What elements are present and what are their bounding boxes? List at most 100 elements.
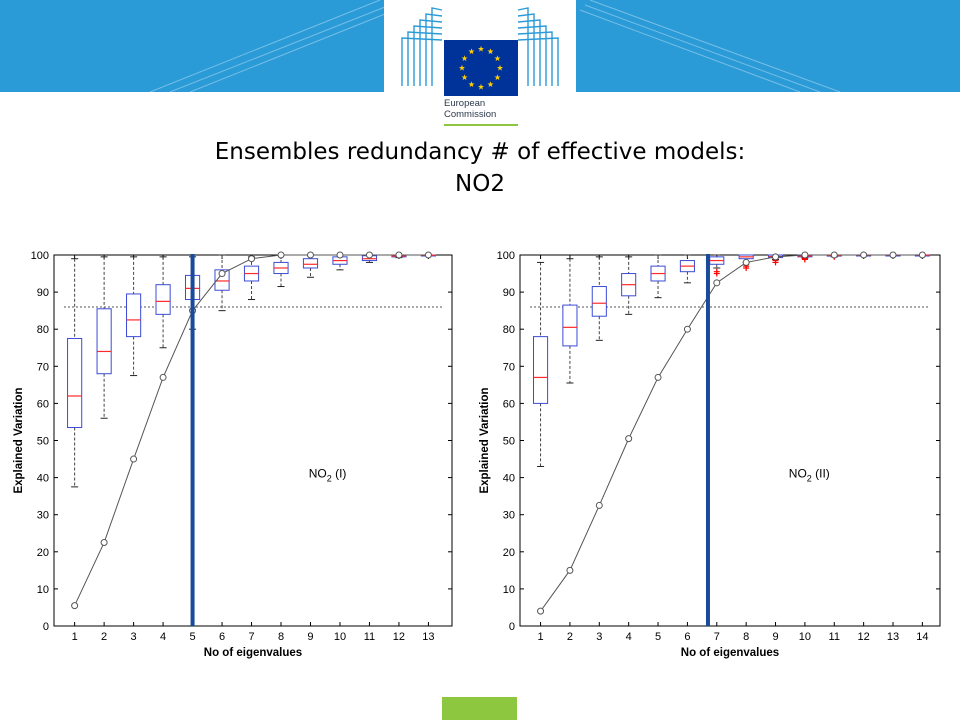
x-tick-label: 3 <box>131 631 137 643</box>
curve-point <box>918 251 926 259</box>
annotation-rest: (I) <box>332 467 347 481</box>
box-iqr <box>562 304 578 347</box>
x-tick-label: 1 <box>537 631 543 643</box>
x-tick-label: 9 <box>307 631 313 643</box>
x-tick-label: 13 <box>887 631 899 643</box>
y-tick-label: 40 <box>503 473 515 485</box>
y-tick-label: 0 <box>509 621 515 633</box>
curve-point <box>713 279 721 287</box>
slide-title: Ensembles redundancy # of effective mode… <box>0 136 960 200</box>
x-tick-label: 4 <box>160 631 166 643</box>
x-tick-label: 8 <box>743 631 749 643</box>
y-tick-label: 30 <box>503 510 515 522</box>
x-tick-label: 7 <box>714 631 720 643</box>
x-tick-label: 2 <box>567 631 573 643</box>
x-tick-label: 4 <box>626 631 632 643</box>
x-tick-label: 2 <box>101 631 107 643</box>
y-tick-label: 90 <box>503 287 515 299</box>
curve-point <box>830 251 838 259</box>
x-tick-label: 5 <box>190 631 196 643</box>
commission-logo <box>384 0 576 132</box>
box-iqr <box>591 286 607 317</box>
curve-point <box>336 251 344 259</box>
curve-point <box>424 251 432 259</box>
x-tick-label: 6 <box>219 631 225 643</box>
curve-point <box>595 501 603 509</box>
eu-star <box>461 74 468 81</box>
eu-stars <box>458 45 504 90</box>
y-tick-label: 90 <box>37 287 49 299</box>
eu-star <box>468 48 475 55</box>
eu-star <box>477 45 485 52</box>
cumulative-curve <box>540 254 923 612</box>
curve-point <box>365 251 373 259</box>
box-iqr <box>302 258 319 269</box>
y-tick-label: 60 <box>37 398 49 410</box>
x-tick-label: 5 <box>655 631 661 643</box>
curve-point <box>654 373 662 381</box>
y-tick-label: 10 <box>503 584 515 596</box>
eu-star <box>494 55 501 62</box>
box-2 <box>562 258 578 384</box>
box-4 <box>155 256 171 349</box>
y-tick-label: 80 <box>37 324 49 336</box>
y-tick-label: 60 <box>503 398 515 410</box>
annotation-main: NO <box>309 467 327 481</box>
y-tick-label: 70 <box>37 361 49 373</box>
x-tick-label: 8 <box>278 631 284 643</box>
curve-point <box>71 602 79 610</box>
eu-star <box>461 55 468 62</box>
curve-point <box>537 607 545 615</box>
y-axis-label: Explained Variation <box>13 387 25 493</box>
annotation-sub: 2 <box>807 474 812 484</box>
eu-star <box>494 74 501 81</box>
box-iqr <box>533 336 549 404</box>
outlier <box>743 264 750 271</box>
x-tick-label: 13 <box>422 631 434 643</box>
title-line-1: Ensembles redundancy # of effective mode… <box>214 139 746 165</box>
annotation-rest: (II) <box>812 467 830 481</box>
box-iqr <box>126 293 142 338</box>
y-tick-label: 20 <box>503 547 515 559</box>
x-tick-label: 14 <box>916 631 928 643</box>
box-5 <box>650 254 666 299</box>
y-tick-label: 100 <box>31 250 49 262</box>
box-4 <box>621 256 637 315</box>
title-line-2: NO2 <box>455 171 505 197</box>
eu-star <box>477 83 485 90</box>
curve-point <box>100 539 108 547</box>
x-tick-label: 1 <box>72 631 78 643</box>
x-tick-label: 11 <box>364 631 375 643</box>
annotation-sub: 2 <box>327 474 332 484</box>
curve-point <box>130 455 138 463</box>
plot-frame <box>519 254 941 627</box>
curve-point <box>801 251 809 259</box>
x-tick-label: 12 <box>858 631 870 643</box>
logo-underline <box>444 124 518 126</box>
box-6 <box>679 254 695 284</box>
eu-star <box>458 64 466 71</box>
y-tick-label: 0 <box>43 621 49 633</box>
box-iqr <box>214 269 230 291</box>
x-axis-label: No of eigenvalues <box>204 647 302 659</box>
y-tick-label: 40 <box>37 473 49 485</box>
x-tick-label: 6 <box>684 631 690 643</box>
eu-star <box>468 81 475 88</box>
curve-point <box>277 251 285 259</box>
box-iqr <box>155 284 171 315</box>
y-tick-label: 50 <box>37 436 49 448</box>
x-tick-label: 10 <box>799 631 811 643</box>
curve-point <box>306 251 314 259</box>
eu-star <box>487 48 494 55</box>
curve-point <box>772 253 780 261</box>
curve-point <box>248 255 256 263</box>
curve-point <box>566 566 574 574</box>
x-tick-label: 3 <box>596 631 602 643</box>
curve-point <box>683 325 691 333</box>
box-6 <box>214 254 230 312</box>
curve-point <box>395 251 403 259</box>
x-axis-label: No of eigenvalues <box>681 647 779 659</box>
y-tick-label: 20 <box>37 547 49 559</box>
y-tick-label: 10 <box>37 584 49 596</box>
